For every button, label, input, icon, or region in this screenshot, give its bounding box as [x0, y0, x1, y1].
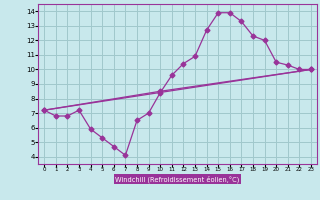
X-axis label: Windchill (Refroidissement éolien,°C): Windchill (Refroidissement éolien,°C)	[116, 175, 240, 183]
